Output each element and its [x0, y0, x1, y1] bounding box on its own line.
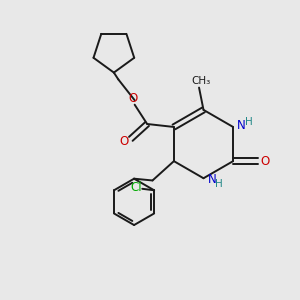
Text: CH₃: CH₃	[191, 76, 210, 86]
Text: N: N	[237, 119, 246, 132]
Text: H: H	[245, 117, 252, 127]
Text: O: O	[260, 154, 269, 168]
Text: O: O	[129, 92, 138, 105]
Text: Cl: Cl	[130, 181, 142, 194]
Text: O: O	[120, 135, 129, 148]
Text: H: H	[215, 179, 223, 189]
Text: N: N	[207, 173, 216, 186]
